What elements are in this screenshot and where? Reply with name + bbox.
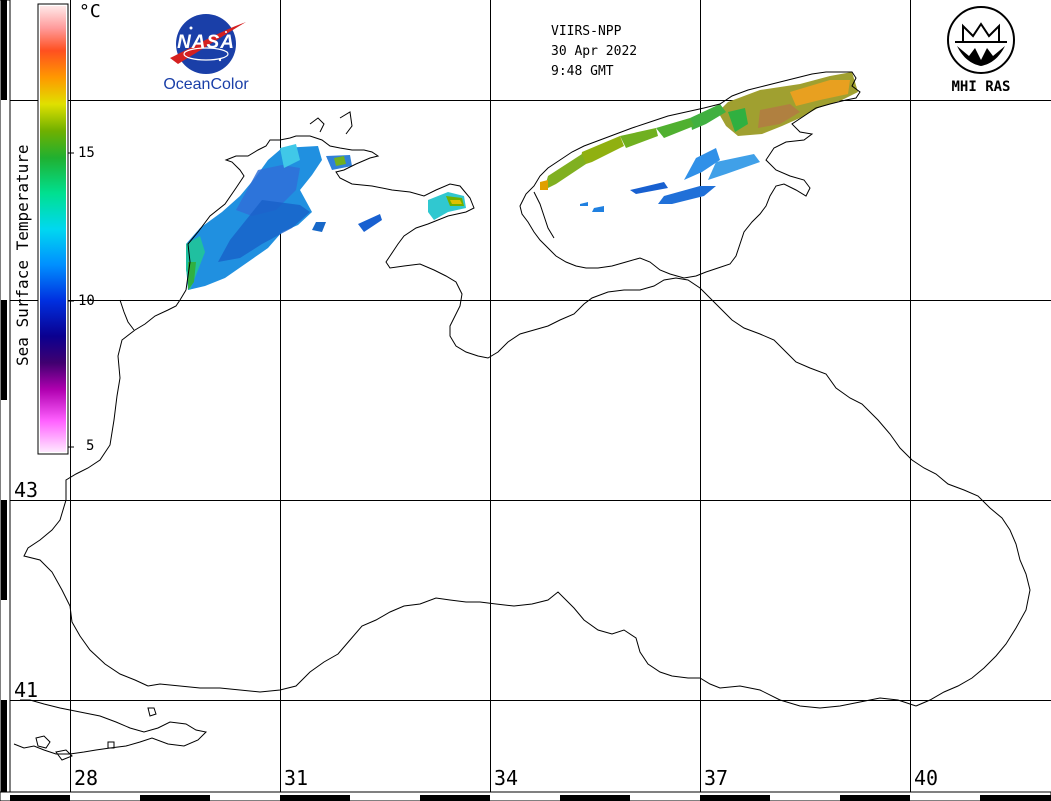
colorbar — [37, 3, 74, 455]
colorbar-tick-15: 15 — [78, 145, 95, 161]
oceancolor-wordmark: OceanColor — [163, 76, 249, 93]
lon-label-40: 40 — [914, 766, 939, 790]
coast-northwest — [23, 289, 187, 687]
header-satellite: VIIRS-NPP — [551, 24, 622, 39]
colorbar-title: Sea Surface Temperature — [13, 144, 32, 366]
colorbar-ticks — [68, 152, 74, 448]
coast-azov — [519, 71, 861, 279]
bottom-ruler — [0, 791, 1051, 801]
left-ruler — [0, 0, 11, 793]
lon-label-37: 37 — [704, 766, 729, 790]
coastline — [13, 71, 1031, 761]
sst-data — [186, 72, 858, 290]
sst-patch-east-blue — [684, 148, 720, 180]
coast-bulgaria-islands — [13, 699, 208, 755]
lon-label-31: 31 — [284, 766, 309, 790]
coast-turkey — [147, 591, 917, 709]
coast-ukraine — [185, 135, 1031, 707]
lon-label-34: 34 — [494, 766, 519, 790]
colorbar-unit: °C — [79, 1, 101, 22]
nasa-meatball-icon — [170, 14, 246, 74]
nasa-logo: NASA OceanColor — [156, 8, 256, 98]
header-date: 30 Apr 2022 — [551, 44, 638, 59]
mhi-wordmark: MHI RAS — [951, 79, 1011, 95]
lon-label-28: 28 — [74, 766, 99, 790]
lat-label-41: 41 — [14, 678, 39, 702]
nasa-wordmark: NASA — [177, 32, 235, 53]
mhi-emblem-icon — [947, 6, 1015, 74]
header-time: 9:48 GMT — [551, 64, 614, 79]
mhi-logo: MHI RAS — [943, 6, 1019, 98]
colorbar-ramp — [40, 6, 66, 452]
colorbar-tick-10: 10 — [78, 293, 95, 309]
colorbar-tick-5: 5 — [86, 438, 95, 454]
lat-label-43: 43 — [14, 478, 39, 502]
